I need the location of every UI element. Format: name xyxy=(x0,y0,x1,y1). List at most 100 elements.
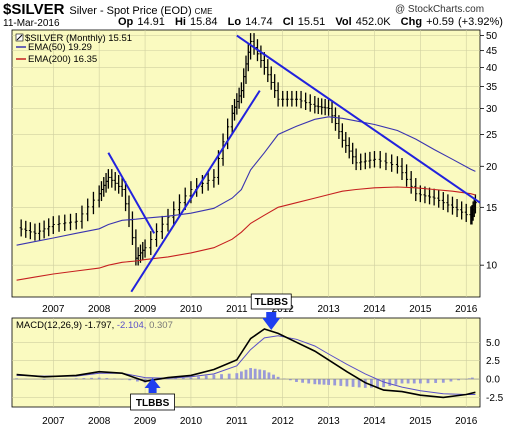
macd-histogram-bar xyxy=(394,379,398,385)
macd-histogram-bar xyxy=(313,379,317,385)
macd-histogram-bar xyxy=(295,379,298,382)
macd-histogram-bar xyxy=(212,374,216,380)
macd-histogram-bar xyxy=(449,379,453,382)
x-tick-label: 2011 xyxy=(226,304,248,315)
legend-symbol: $SILVER (Monthly) 15.51 xyxy=(25,33,132,44)
macd-histogram-bar xyxy=(351,379,355,387)
x-tick-label: 2007 xyxy=(42,416,65,427)
macd-histogram-bar xyxy=(370,379,373,388)
volume-key: Vol xyxy=(335,16,352,28)
annotation-label: TLBBS xyxy=(255,297,289,308)
annotation-box xyxy=(250,293,292,310)
macd-histogram-bar xyxy=(345,379,349,387)
x-tick-label: 2007 xyxy=(42,304,65,315)
macd-histogram-bar xyxy=(388,379,392,386)
macd-tick-label: -2.5 xyxy=(486,393,504,404)
macd-histogram-bar xyxy=(244,369,248,380)
price-tick-label: 20 xyxy=(486,162,498,173)
change-value: +0.59 (+3.92%) xyxy=(426,16,503,28)
macd-histogram-bar xyxy=(136,379,139,382)
macd-histogram-bar xyxy=(441,379,445,383)
legend-ema200: EMA(200) 16.35 xyxy=(28,54,97,65)
legend-ema50: EMA(50) 19.29 xyxy=(28,42,92,53)
macd-histogram-bar xyxy=(276,376,280,380)
macd-histogram-bar xyxy=(82,378,86,380)
macd-histogram-bar xyxy=(418,379,422,384)
macd-histogram-bar xyxy=(322,379,326,385)
legend-swatch-symbol-bar xyxy=(16,34,23,41)
macd-histogram-bar xyxy=(105,378,109,380)
macd-histogram-bar xyxy=(301,379,304,383)
macd-legend: MACD(12,26,9) -1.797, -2.104, 0.307 xyxy=(16,320,173,331)
x-tick-label: 2012 xyxy=(272,416,295,427)
ema200-line xyxy=(16,186,476,281)
price-tick-label: 40 xyxy=(486,63,498,74)
macd-tick-label: 0.0 xyxy=(486,375,500,386)
x-tick-label: 2012 xyxy=(272,304,295,315)
trendline xyxy=(130,90,261,293)
macd-histogram-bar xyxy=(74,378,78,380)
chart-subtitle: Silver - Spot Price (EOD) xyxy=(69,5,192,17)
symbol-title: $SILVER xyxy=(3,1,65,18)
macd-histogram-bar xyxy=(333,379,337,386)
macd-histogram-bar xyxy=(327,379,330,385)
x-tick-label: 2015 xyxy=(409,304,432,315)
macd-histogram-bar xyxy=(240,371,243,380)
annotation-label: TLBBS xyxy=(136,398,170,409)
date-label: 11-Mar-2016 xyxy=(3,18,60,29)
macd-histogram-bar xyxy=(467,378,471,380)
macd-histogram-bar xyxy=(189,377,193,380)
x-tick-label: 2013 xyxy=(317,304,340,315)
x-tick-label: 2009 xyxy=(134,304,157,315)
x-tick-label: 2008 xyxy=(88,416,111,427)
macd-histogram-bar xyxy=(434,379,438,383)
macd-histogram-bar xyxy=(258,369,262,380)
x-tick-label: 2010 xyxy=(180,304,203,315)
price-tick-label: 10 xyxy=(486,261,498,272)
high-value: 15.84 xyxy=(190,16,218,28)
price-tick-label: 45 xyxy=(486,46,498,57)
price-tick-label: 25 xyxy=(486,130,498,141)
macd-histogram-bar xyxy=(220,374,223,380)
x-tick-label: 2009 xyxy=(134,416,157,427)
macd-histogram-bar xyxy=(318,379,321,385)
price-tick-label: 30 xyxy=(486,104,498,115)
price-tick-label: 35 xyxy=(486,82,498,93)
open-value: 14.91 xyxy=(137,16,165,28)
price-tick-label: 15 xyxy=(486,203,498,214)
x-tick-label: 2013 xyxy=(317,416,340,427)
x-tick-label: 2010 xyxy=(180,416,203,427)
ema50-line xyxy=(16,116,476,246)
macd-histogram-bar xyxy=(174,378,178,380)
macd-histogram-bar xyxy=(15,378,18,380)
macd-histogram-bar xyxy=(307,379,311,384)
macd-histogram-bar xyxy=(272,374,275,380)
close-key: Cl xyxy=(282,16,294,28)
macd-histogram-bar xyxy=(426,379,430,384)
macd-histogram-bar xyxy=(249,368,252,380)
macd-histogram-bar xyxy=(97,377,101,380)
x-tick-label: 2015 xyxy=(409,416,432,427)
x-tick-label: 2014 xyxy=(363,304,386,315)
macd-histogram-bar xyxy=(262,370,266,380)
macd-tick-label: 5.0 xyxy=(486,338,500,349)
trendline xyxy=(236,34,481,204)
macd-tick-label: 2.5 xyxy=(486,356,500,367)
trendline xyxy=(107,152,156,234)
macd-histogram-bar xyxy=(267,372,271,380)
ohlc-summary: Op 14.91 Hi 15.84 Lo 14.74 Cl 15.51 Vol … xyxy=(118,16,509,28)
low-value: 14.74 xyxy=(245,16,273,28)
macd-histogram-bar xyxy=(357,379,361,388)
macd-histogram-bar xyxy=(382,379,386,388)
macd-histogram-bar xyxy=(400,379,404,384)
macd-histogram-bar xyxy=(128,379,132,381)
macd-histogram-bar xyxy=(470,377,474,380)
macd-histogram-bar xyxy=(235,373,239,380)
macd-histogram-bar xyxy=(181,377,185,380)
macd-histogram-bar xyxy=(42,379,46,380)
chart-title: $SILVER Silver - Spot Price (EOD) CME xyxy=(3,1,212,19)
macd-histogram-bar xyxy=(227,373,231,380)
macd-histogram-bar xyxy=(204,375,208,380)
annotation-box xyxy=(130,393,175,411)
